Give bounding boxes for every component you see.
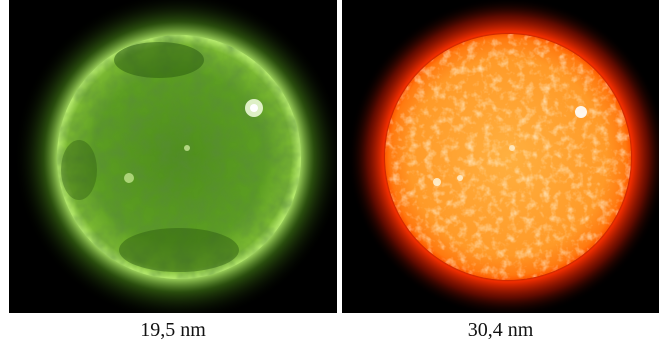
sun-image-195nm [9, 0, 337, 313]
caption-195nm: 19,5 nm [140, 319, 206, 341]
sun-image-304nm [342, 0, 659, 313]
sun-disk-orange-photo [342, 0, 659, 313]
caption-304nm: 30,4 nm [467, 319, 534, 341]
bright-active-region [575, 106, 587, 118]
sun-disk-green-photo [9, 0, 337, 313]
